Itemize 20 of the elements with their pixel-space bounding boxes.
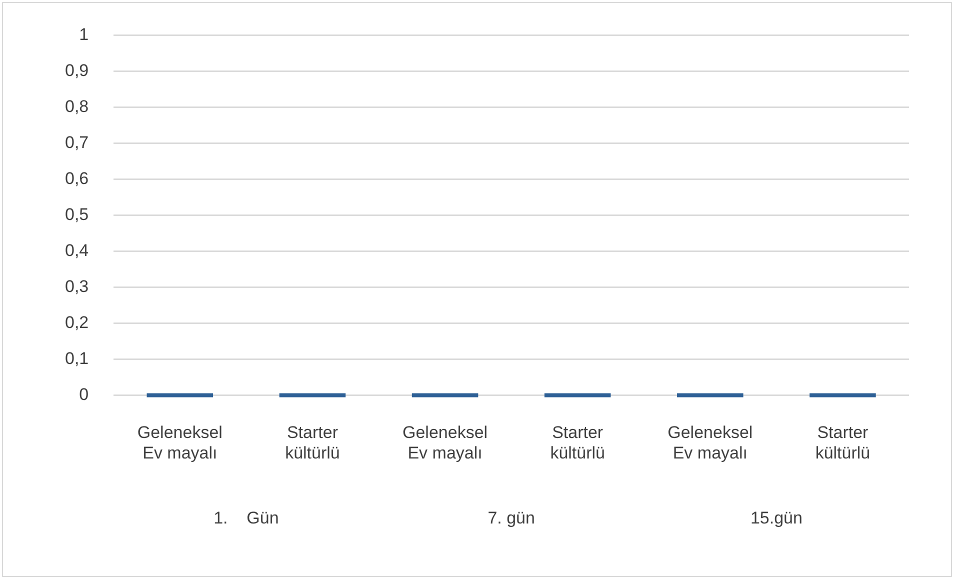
x-tick-label: Starter kültürlü: [550, 423, 606, 462]
y-tick-label: 0,7: [64, 132, 89, 152]
y-tick-label: 1: [79, 24, 89, 44]
y-tick-label: 0,6: [64, 168, 89, 188]
y-tick-label: 0,1: [64, 348, 89, 368]
y-tick-label: 0: [79, 384, 89, 404]
x-tick-label: Geleneksel Ev mayalı: [402, 423, 488, 462]
y-tick-label: 0,4: [64, 240, 89, 260]
x-tick-label: Starter kültürlü: [815, 423, 870, 462]
y-tick-label: 0,2: [64, 312, 89, 332]
y-tick-label: 0,3: [64, 276, 89, 296]
x-tick-label: Geleneksel Ev mayalı: [137, 423, 222, 462]
y-tick-label: 0,5: [64, 204, 89, 224]
y-tick-label: 0,9: [64, 60, 89, 80]
text: 7. gün: [488, 508, 535, 528]
text: 15.gün: [750, 508, 802, 528]
x-tick-label: Starter kültürlü: [285, 423, 340, 462]
y-tick-label: 0,8: [64, 96, 89, 116]
text: 1. Gün: [214, 508, 279, 528]
x-tick-label: Geleneksel Ev mayalı: [668, 423, 753, 462]
